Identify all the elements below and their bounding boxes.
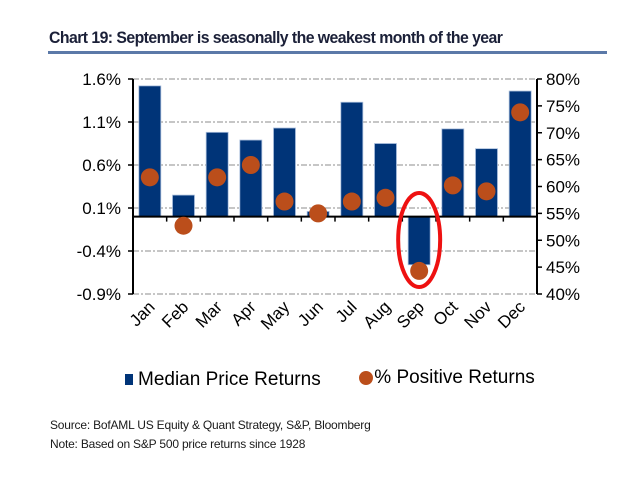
dot-mar [208, 168, 227, 187]
legend-label: Median Price Returns [138, 368, 321, 390]
left-axis-tick-label: -0.9% [77, 285, 121, 304]
chart-title: Chart 19: September is seasonally the we… [49, 28, 503, 47]
left-axis-tick-label: -0.4% [77, 242, 121, 261]
bar-apr [239, 139, 263, 217]
chart-area: 1.6% 1.1% 0.6% 0.1% -0.4% -0.9% 80% 75% 70% 65% 60… [77, 70, 580, 334]
dot-jun [309, 204, 328, 223]
x-axis-label-jul: Jul [332, 297, 361, 326]
left-axis-tick-label: 0.1% [82, 199, 121, 218]
right-axis-tick-label: 40% [546, 285, 580, 304]
dot-jul [342, 192, 361, 211]
x-axis-label-sep: Sep [393, 297, 428, 332]
left-axis-tick-label: 1.1% [82, 113, 121, 132]
legend-label: % Positive Returns [374, 367, 535, 388]
left-axis-tick-label: 1.6% [82, 70, 121, 89]
footer: Source: BofAML US Equity & Quant Strateg… [50, 416, 371, 454]
dot-apr [241, 156, 260, 174]
left-axis-tick-label: 0.6% [82, 156, 121, 175]
x-axis-label-dec: Dec [494, 297, 529, 332]
dot-feb [174, 216, 193, 235]
legend-item-positive-returns: % Positive Returns [359, 367, 535, 389]
right-axis-tick-label: 70% [546, 124, 580, 143]
legend-item-median-price-returns: Median Price Returns [125, 369, 321, 391]
x-axis-label-nov: Nov [461, 297, 496, 332]
right-axis-tick-label: 60% [546, 178, 580, 197]
highlight-ellipse-sep [396, 191, 443, 289]
dot-nov [477, 182, 496, 201]
dot-dec [511, 103, 530, 122]
x-axis-label-oct: Oct [430, 297, 462, 329]
right-axis-tick-label: 65% [546, 151, 580, 170]
bar-oct [441, 128, 465, 218]
x-axis-label-mar: Mar [192, 297, 226, 331]
source-note: Source: BofAML US Equity & Quant Strateg… [50, 418, 371, 432]
x-axis-label-jun: Jun [294, 297, 327, 330]
x-axis-label-jan: Jan [126, 297, 159, 330]
dot-jan [140, 168, 159, 187]
x-axis-label-apr: Apr [228, 297, 260, 329]
dot-sep [410, 261, 429, 280]
title-underline [48, 51, 607, 54]
right-axis-tick-label: 55% [546, 204, 580, 223]
bar-sep [407, 216, 431, 266]
dot-oct [443, 176, 462, 195]
right-axis-tick-label: 75% [546, 97, 580, 116]
right-axis-tick-label: 80% [546, 70, 580, 89]
legend-bar-swatch [125, 374, 133, 385]
right-axis-tick-label: 50% [546, 231, 580, 250]
bar-jan [138, 85, 162, 217]
x-axis-label-feb: Feb [158, 297, 192, 331]
x-axis-label-aug: Aug [360, 297, 395, 332]
x-axis-label-may: May [257, 297, 293, 333]
right-axis-tick-label: 45% [546, 258, 580, 277]
legend: Median Price Returns % Positive Returns [125, 367, 535, 391]
dot-may [275, 192, 294, 211]
legend-dot-swatch [359, 371, 374, 385]
dot-aug [376, 188, 395, 207]
bar-feb [172, 194, 195, 218]
method-note: Note: Based on S&P 500 price returns sin… [50, 437, 306, 451]
